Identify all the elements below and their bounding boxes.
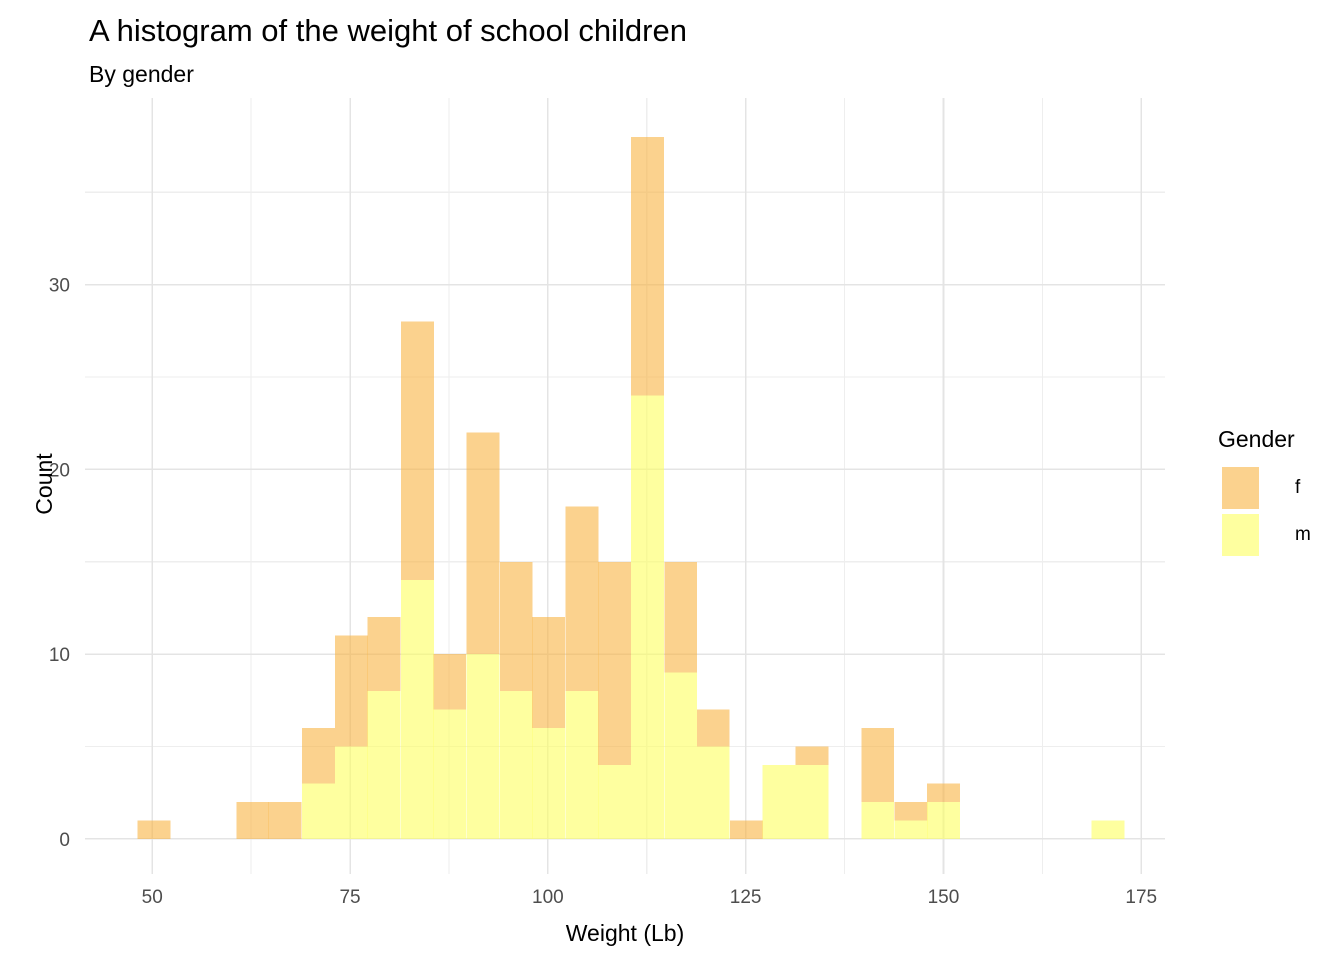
bar-f [433, 654, 467, 710]
x-tick-label: 50 [142, 887, 163, 908]
bar-m [927, 801, 960, 839]
bar-f [664, 561, 698, 673]
bar-m [762, 764, 796, 839]
bar-m [1091, 820, 1125, 839]
bar-f [597, 561, 631, 765]
bar-f [400, 321, 434, 581]
bar-m [400, 580, 434, 839]
bar-f [894, 801, 928, 821]
bar-m [795, 764, 829, 839]
legend-entry-m: m [1222, 514, 1338, 556]
bar-f [631, 136, 665, 396]
x-tick-label: 125 [730, 887, 762, 908]
bar-f [729, 820, 763, 839]
legend-swatch-m [1222, 514, 1259, 556]
bar-m [696, 746, 730, 839]
y-tick-label: 30 [49, 276, 70, 297]
legend-title: Gender [1218, 426, 1295, 452]
bar-f [861, 728, 895, 802]
chart-title: A histogram of the weight of school chil… [89, 13, 687, 48]
legend-label-m: m [1295, 524, 1311, 545]
x-tick-label: 75 [339, 887, 360, 908]
bar-m [664, 672, 698, 839]
x-tick-label: 175 [1125, 887, 1157, 908]
bar-f [236, 801, 270, 839]
bar-m [499, 691, 533, 839]
bar-f [466, 432, 500, 655]
chart-subtitle: By gender [89, 61, 194, 87]
bar-f [499, 561, 533, 692]
bar-m [335, 746, 369, 839]
bar-f [532, 617, 566, 729]
y-tick-label: 20 [49, 460, 70, 481]
bar-m [861, 801, 895, 839]
bar-f [696, 709, 730, 747]
legend-entry-f: f [1222, 467, 1338, 509]
bar-m [466, 654, 500, 839]
bar-m [565, 691, 599, 839]
legend-swatch-f [1222, 467, 1259, 509]
bar-f [565, 506, 599, 692]
bar-f [268, 801, 302, 839]
y-tick-label: 10 [49, 645, 70, 666]
bar-m [631, 395, 665, 839]
legend-label-f: f [1295, 477, 1301, 498]
bar-f [301, 728, 335, 784]
bar-m [433, 709, 467, 839]
bar-f [137, 820, 171, 839]
x-axis-title: Weight (Lb) [565, 920, 685, 946]
bar-f [795, 746, 829, 765]
legend: Gender f m [1218, 426, 1338, 561]
x-tick-label: 100 [532, 887, 564, 908]
y-tick-label: 0 [59, 830, 70, 851]
bar-m [894, 820, 928, 839]
bar-f [335, 635, 369, 747]
y-axis-title: Count [31, 453, 58, 515]
bar-m [367, 691, 401, 839]
bar-m [532, 728, 566, 839]
bar-m [301, 783, 335, 839]
bar-f [927, 783, 960, 802]
x-tick-label: 150 [928, 887, 960, 908]
bar-m [597, 764, 631, 839]
bar-f [367, 617, 401, 692]
